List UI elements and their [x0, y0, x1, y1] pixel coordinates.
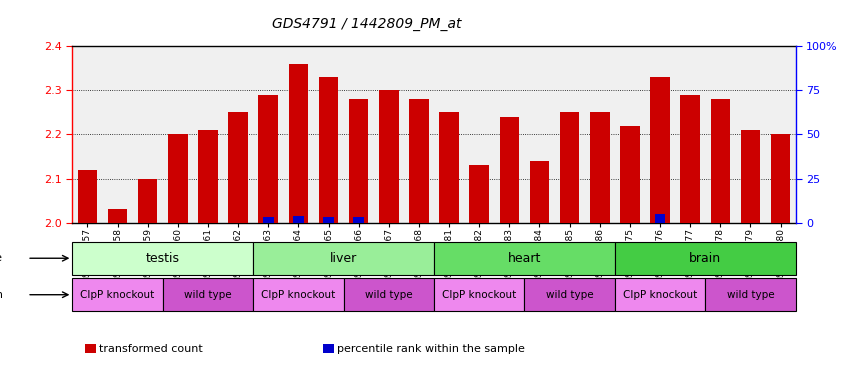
Bar	[614, 278, 705, 311]
Text: wild type: wild type	[365, 290, 413, 300]
Text: wild type: wild type	[727, 290, 774, 300]
Bar	[681, 94, 700, 223]
Bar	[524, 278, 614, 311]
Text: ClpP knockout: ClpP knockout	[80, 290, 155, 300]
Text: ClpP knockout: ClpP knockout	[261, 290, 335, 300]
Bar	[434, 242, 614, 275]
Bar	[711, 99, 730, 223]
Bar	[771, 134, 791, 223]
Bar	[470, 166, 489, 223]
Text: tissue: tissue	[0, 253, 3, 263]
Text: ClpP knockout: ClpP knockout	[442, 290, 517, 300]
Bar	[163, 278, 254, 311]
Bar	[259, 94, 278, 223]
Bar	[379, 90, 398, 223]
Bar	[434, 278, 524, 311]
Bar	[319, 77, 339, 223]
Text: percentile rank within the sample: percentile rank within the sample	[337, 344, 525, 354]
Bar	[198, 130, 218, 223]
Bar	[168, 134, 187, 223]
Bar	[705, 278, 796, 311]
Bar	[108, 210, 128, 223]
Bar	[500, 117, 519, 223]
Bar	[77, 170, 97, 223]
Bar	[138, 179, 157, 223]
Bar	[740, 130, 760, 223]
Text: transformed count: transformed count	[99, 344, 203, 354]
Bar	[654, 214, 665, 223]
Bar	[620, 126, 640, 223]
Bar	[349, 99, 368, 223]
Bar	[560, 112, 580, 223]
Bar	[353, 217, 364, 223]
Bar	[254, 242, 434, 275]
Text: testis: testis	[146, 252, 180, 265]
Text: liver: liver	[330, 252, 357, 265]
Bar	[409, 99, 429, 223]
Text: GDS4791 / 1442809_PM_at: GDS4791 / 1442809_PM_at	[272, 17, 462, 31]
Bar	[323, 217, 334, 223]
Bar	[590, 112, 609, 223]
Text: heart: heart	[508, 252, 541, 265]
Bar	[344, 278, 434, 311]
Bar	[614, 242, 796, 275]
Bar	[529, 161, 549, 223]
Bar	[254, 278, 344, 311]
Bar	[439, 112, 459, 223]
Bar	[263, 217, 274, 223]
Text: wild type: wild type	[184, 290, 231, 300]
Bar	[72, 278, 163, 311]
Text: wild type: wild type	[545, 290, 593, 300]
Bar	[293, 216, 304, 223]
Text: genotype/variation: genotype/variation	[0, 290, 3, 300]
Bar	[228, 112, 248, 223]
Text: ClpP knockout: ClpP knockout	[623, 290, 697, 300]
Bar	[650, 77, 670, 223]
Bar	[288, 64, 308, 223]
Text: brain: brain	[689, 252, 722, 265]
Bar	[72, 242, 254, 275]
